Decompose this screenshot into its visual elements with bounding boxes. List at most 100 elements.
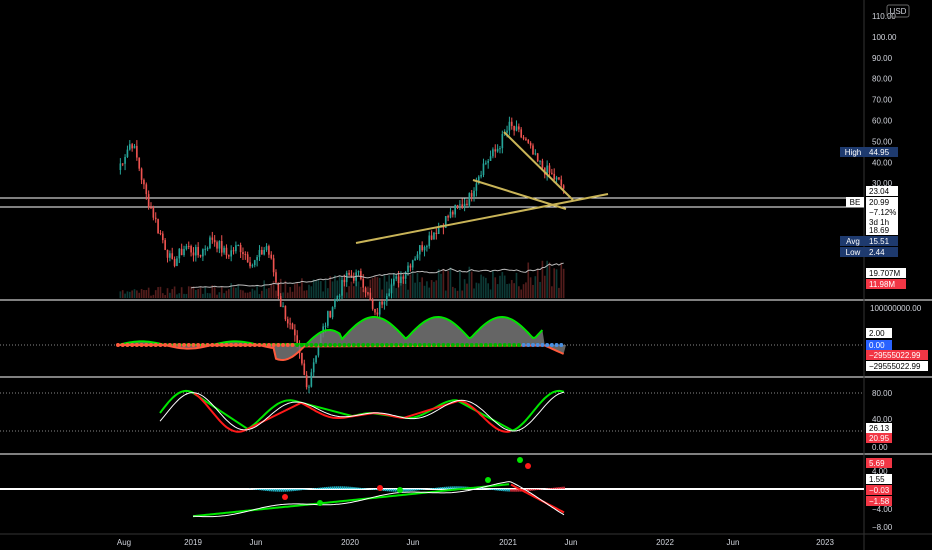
macd-hist-bar (292, 489, 294, 492)
candle-body (152, 207, 155, 218)
macd-hist-bar (284, 489, 287, 492)
obv-dot (314, 343, 319, 347)
candle-body (301, 352, 303, 364)
volume-bar (161, 293, 164, 298)
obv-dot (200, 343, 205, 347)
trendline-support[interactable] (355, 193, 609, 244)
trendline-resistance[interactable] (503, 131, 574, 201)
candle-body (239, 245, 242, 253)
currency-badge[interactable] (886, 4, 910, 18)
trendline-wedge[interactable] (472, 179, 567, 210)
volume-bar (136, 290, 138, 298)
volume-bar (444, 290, 447, 298)
price-tick-label: 40.00 (872, 158, 893, 167)
volume-bar (532, 284, 534, 298)
volume-bar (199, 287, 202, 298)
volume-bar (331, 281, 334, 298)
avg-value-tag (866, 236, 898, 246)
candle-body (197, 246, 199, 256)
volume-bar (383, 274, 386, 298)
volume-bar (541, 260, 544, 298)
volume-bar (176, 294, 178, 298)
macd-hist-bar (514, 489, 516, 492)
macd-hist-bar (286, 489, 289, 492)
time-tick-label: 2023 (816, 538, 834, 547)
volume-bar (501, 272, 504, 298)
volume-bar (230, 283, 233, 298)
macd-cross-dot (397, 487, 403, 493)
volume-bar (418, 282, 421, 298)
candle-body (329, 311, 332, 318)
volume-bar (305, 290, 308, 298)
volume-bar (272, 280, 275, 298)
avg-value: 15.51 (869, 237, 890, 246)
obv-dot (554, 343, 559, 347)
time-tick-label: Jun (727, 538, 740, 547)
macd-hist-bar (355, 487, 357, 489)
macd-hist-bar (361, 488, 363, 489)
candle-body (482, 163, 485, 175)
candle-body (279, 296, 282, 307)
candle-body (178, 248, 181, 259)
volume-bar (402, 276, 405, 298)
volume-bar (265, 288, 268, 298)
obv-dot (130, 343, 135, 347)
volume-bar (152, 294, 155, 298)
candle-body (449, 211, 452, 218)
macd-hist-bar (512, 489, 514, 492)
obv-line-positive (120, 315, 544, 346)
candle-body (494, 149, 497, 152)
candle-body (407, 265, 409, 272)
candle-body (400, 276, 402, 284)
candle-body (485, 162, 487, 164)
obv-dot (361, 343, 366, 347)
candle-body (357, 271, 360, 273)
high-value-tag (866, 147, 898, 157)
price-tick-label: 50.00 (872, 137, 893, 146)
macd-hist-bar (523, 489, 526, 492)
candle-body (558, 177, 560, 180)
volume-bar (166, 288, 169, 298)
candle-body (539, 160, 541, 162)
obv-dot (285, 343, 290, 347)
obv-dot (276, 343, 281, 347)
volume-bar (140, 288, 143, 298)
candle-body (289, 323, 291, 325)
volume-bar (468, 266, 471, 298)
macd-tick-4: 4.00 (872, 467, 888, 476)
macd-hist-bar (323, 487, 326, 489)
volume-bar (253, 290, 256, 298)
obv-dot (318, 343, 323, 347)
candle-body (418, 245, 421, 255)
candle-body (548, 165, 551, 173)
macd-hist-bar (539, 489, 542, 490)
obv-dot (153, 343, 158, 347)
macd-hist-bar (506, 489, 508, 492)
candle-body (562, 185, 565, 189)
candle-body (133, 145, 136, 149)
high-label: High (845, 148, 861, 157)
macd-tick-neg8: −8.00 (872, 523, 893, 532)
candle-body (404, 271, 407, 279)
macd-hist-bar (260, 489, 263, 491)
obv-dot (299, 343, 304, 347)
volume-bar (374, 276, 376, 298)
candle-body (164, 240, 166, 250)
volume-bar (414, 282, 416, 298)
time-axis[interactable]: Aug 2019 Jun 2020 Jun 2021 Jun 2022 Jun 2023 (117, 538, 835, 547)
obv-dot (281, 343, 286, 347)
macd-hist-bar (347, 486, 349, 489)
volume-bar (261, 290, 263, 298)
volume-bar (381, 289, 383, 298)
candle-body (454, 205, 457, 215)
obv-dot (526, 343, 531, 347)
volume-bar (477, 283, 480, 298)
obv-dot (182, 343, 187, 347)
candle-body (305, 374, 308, 388)
volume-bar (133, 289, 136, 298)
obv-dot (488, 343, 493, 347)
obv-dot (535, 343, 540, 347)
volume-bar (395, 288, 398, 298)
macd-tag-3 (866, 485, 892, 495)
